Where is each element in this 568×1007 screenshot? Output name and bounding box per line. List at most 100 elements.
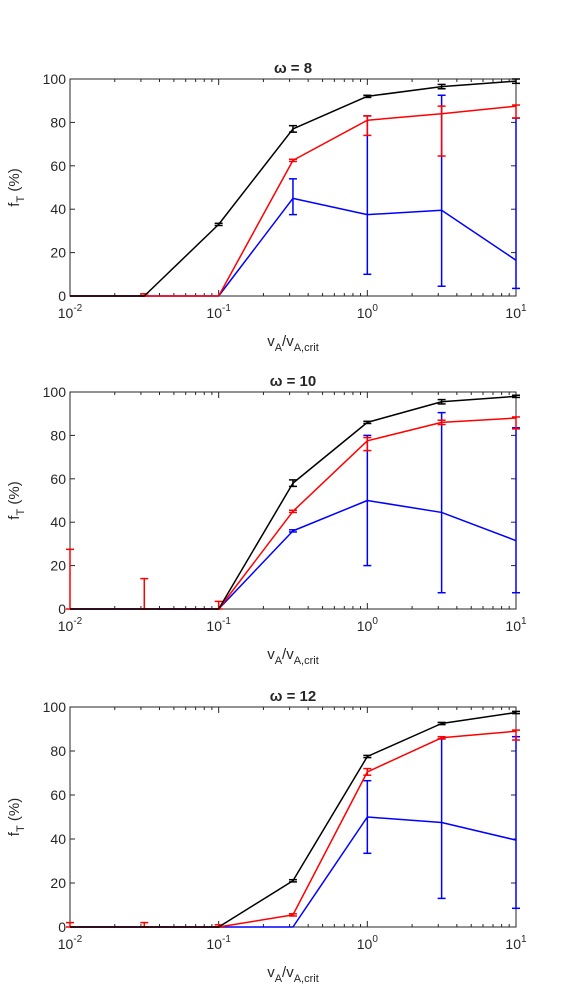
error-bar bbox=[437, 411, 446, 594]
error-bar bbox=[214, 222, 223, 227]
x-tick-base: 10 bbox=[357, 936, 373, 952]
x-axis-label-sub: A bbox=[275, 342, 283, 354]
x-tick-base: 10 bbox=[206, 618, 222, 634]
y-tick-label: 0 bbox=[58, 601, 66, 617]
error-bar bbox=[288, 479, 297, 488]
x-tick-label: 10-1 bbox=[206, 616, 231, 634]
error-bar bbox=[437, 735, 446, 740]
y-tick-label: 20 bbox=[50, 245, 66, 261]
error-bar bbox=[512, 117, 520, 290]
error-bar bbox=[288, 178, 297, 216]
error-bar bbox=[363, 420, 372, 425]
series-1 bbox=[70, 394, 520, 610]
error-bar bbox=[437, 83, 446, 90]
series-line bbox=[70, 711, 517, 928]
y-tick-label: 80 bbox=[50, 114, 66, 130]
x-tick-base: 10 bbox=[58, 618, 74, 634]
y-tick-label: 40 bbox=[50, 201, 66, 217]
x-axis-label-mid: /v bbox=[282, 333, 294, 350]
error-bar bbox=[363, 779, 372, 855]
series-line bbox=[70, 417, 517, 610]
x-axis-label-mid: /v bbox=[282, 646, 294, 663]
x-tick-base: 10 bbox=[505, 936, 521, 952]
series-line bbox=[70, 730, 517, 928]
error-bar bbox=[140, 577, 149, 610]
y-axis-label-rest: (%) bbox=[6, 798, 23, 826]
x-tick-exponent: 1 bbox=[521, 303, 527, 314]
x-tick-exponent: -1 bbox=[222, 616, 231, 627]
y-tick-label: 0 bbox=[58, 919, 66, 935]
x-tick-label: 101 bbox=[505, 934, 527, 952]
series-line bbox=[70, 499, 517, 610]
error-bar bbox=[512, 104, 520, 119]
y-tick-label: 100 bbox=[43, 699, 67, 715]
x-tick-label: 100 bbox=[357, 934, 379, 952]
x-tick-exponent: -2 bbox=[73, 934, 82, 945]
y-tick-label: 100 bbox=[43, 71, 67, 87]
series-1 bbox=[70, 78, 520, 297]
x-tick-base: 10 bbox=[505, 305, 521, 321]
series-line bbox=[70, 395, 517, 610]
series-2 bbox=[66, 729, 520, 928]
series-2 bbox=[70, 104, 520, 297]
y-tick-label: 80 bbox=[50, 743, 66, 759]
x-tick-base: 10 bbox=[58, 936, 74, 952]
x-axis-label-sub2: A,crit bbox=[294, 342, 319, 354]
y-tick-label: 20 bbox=[50, 558, 66, 574]
x-tick-label: 101 bbox=[505, 616, 527, 634]
y-axis-label-sub: T bbox=[15, 825, 27, 832]
x-axis-label-base: v bbox=[267, 964, 275, 981]
y-axis-label-sub: T bbox=[15, 196, 27, 203]
y-tick-label: 80 bbox=[50, 427, 66, 443]
x-axis-label-sub2: A,crit bbox=[294, 973, 319, 985]
x-tick-label: 101 bbox=[505, 303, 527, 321]
error-bar bbox=[512, 78, 520, 85]
axes-box bbox=[69, 706, 517, 928]
x-axis-label-mid: /v bbox=[282, 964, 294, 981]
series-3 bbox=[70, 411, 520, 610]
error-bar bbox=[288, 878, 297, 883]
x-tick-exponent: 1 bbox=[521, 616, 527, 627]
chart-title: ω = 12 bbox=[270, 688, 316, 705]
error-bar bbox=[288, 124, 297, 133]
x-axis-label-sub: A bbox=[275, 655, 283, 667]
x-tick-label: 10-2 bbox=[58, 934, 83, 952]
x-tick-base: 10 bbox=[505, 618, 521, 634]
error-bar bbox=[363, 94, 372, 99]
y-axis-label-base: f bbox=[6, 202, 23, 207]
x-axis-label-base: v bbox=[267, 333, 275, 350]
error-bar bbox=[288, 529, 297, 533]
error-bar bbox=[512, 416, 520, 430]
x-tick-exponent: 0 bbox=[372, 303, 378, 314]
y-axis-label-base: f bbox=[6, 831, 23, 836]
y-tick-label: 40 bbox=[50, 514, 66, 530]
error-bar bbox=[512, 710, 520, 715]
error-bar bbox=[288, 158, 297, 163]
y-tick-label: 40 bbox=[50, 831, 66, 847]
error-bar bbox=[66, 548, 74, 610]
error-bar bbox=[437, 738, 446, 900]
x-tick-label: 100 bbox=[357, 303, 379, 321]
error-bar bbox=[288, 913, 297, 917]
x-tick-base: 10 bbox=[206, 305, 222, 321]
y-axis-label-rest: (%) bbox=[6, 168, 23, 196]
x-tick-exponent: 0 bbox=[372, 616, 378, 627]
x-tick-label: 10-1 bbox=[206, 303, 231, 321]
error-bar bbox=[512, 729, 520, 741]
x-tick-label: 10-2 bbox=[58, 303, 83, 321]
error-bar bbox=[363, 434, 372, 567]
y-axis-label: fT (%) bbox=[6, 168, 27, 206]
y-tick-label: 20 bbox=[50, 875, 66, 891]
x-axis-label: vA/vA,crit bbox=[267, 646, 319, 667]
x-tick-exponent: -2 bbox=[73, 616, 82, 627]
series-3 bbox=[70, 735, 520, 928]
y-tick-label: 60 bbox=[50, 787, 66, 803]
y-axis-label: fT (%) bbox=[6, 798, 27, 836]
x-axis-label: vA/vA,crit bbox=[267, 333, 319, 354]
chart-title: ω = 10 bbox=[270, 373, 316, 390]
series-2 bbox=[66, 416, 520, 610]
x-tick-exponent: -1 bbox=[222, 303, 231, 314]
x-tick-exponent: 1 bbox=[521, 934, 527, 945]
